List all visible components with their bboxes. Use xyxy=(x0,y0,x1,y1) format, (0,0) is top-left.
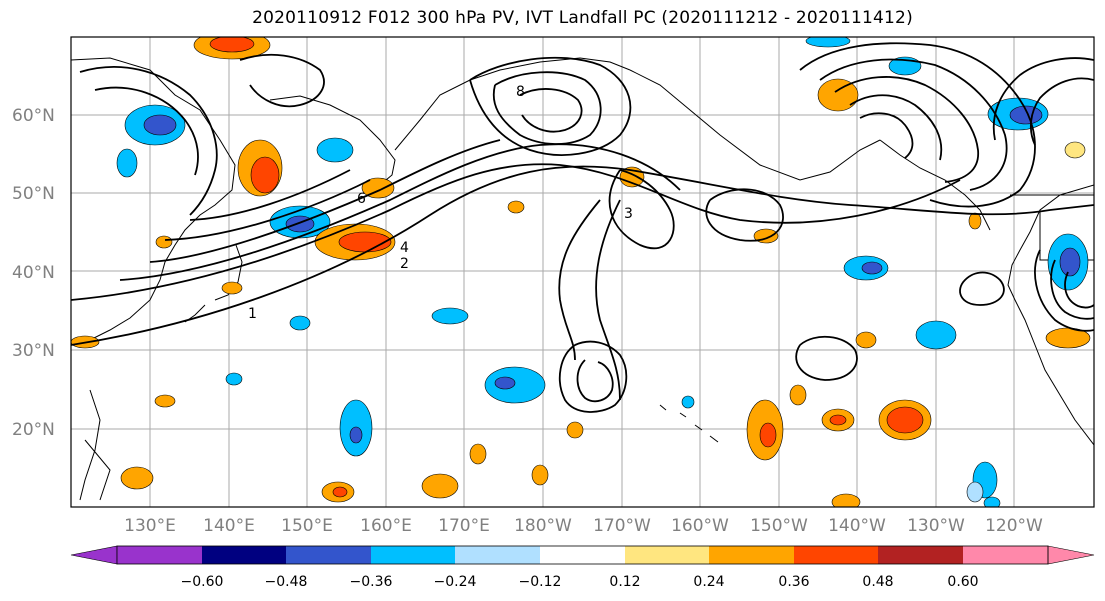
lon-label-150e: 150°E xyxy=(281,516,333,536)
colorbar-tick-neg-0.48: −0.48 xyxy=(265,574,308,590)
colorbar-tick-neg-0.12: −0.12 xyxy=(519,574,562,590)
contour-label-3: 3 xyxy=(624,206,633,222)
map-frame xyxy=(70,36,1095,508)
contour-label-2: 2 xyxy=(400,256,409,272)
longitude-labels: 130°E 140°E 150°E 160°E 170°E 180°W 170°… xyxy=(124,516,1043,536)
lat-label-20n: 20°N xyxy=(12,420,55,440)
colorbar-swatch-7 xyxy=(625,546,709,564)
lon-label-160e: 160°E xyxy=(360,516,412,536)
colorbar-tick-neg-0.36: −0.36 xyxy=(350,574,393,590)
pc-shading xyxy=(71,37,1091,507)
lon-label-180w: 180°W xyxy=(514,516,572,536)
coastlines xyxy=(71,57,1094,501)
contour-label-1: 1 xyxy=(248,306,257,322)
lon-label-170e: 170°E xyxy=(438,516,490,536)
lat-label-60n: 60°N xyxy=(12,106,55,126)
lon-label-160w: 160°W xyxy=(671,516,729,536)
colorbar-tick-0.12: 0.12 xyxy=(609,574,640,590)
colorbar-extend-low xyxy=(70,545,118,565)
latitude-labels: 60°N 50°N 40°N 30°N 20°N xyxy=(12,106,55,440)
colorbar-swatch-10 xyxy=(878,546,963,564)
lon-label-150w: 150°W xyxy=(750,516,808,536)
colorbar-tick-0.48: 0.48 xyxy=(862,574,893,590)
colorbar-outline xyxy=(116,545,1049,565)
colorbar-swatch-6 xyxy=(540,546,625,564)
pv-contours xyxy=(71,42,1094,413)
lon-label-130e: 130°E xyxy=(124,516,176,536)
lat-label-40n: 40°N xyxy=(12,263,55,283)
lon-label-130w: 130°W xyxy=(907,516,965,536)
colorbar-swatch-11 xyxy=(963,546,1048,564)
colorbar-tick-0.36: 0.36 xyxy=(778,574,809,590)
colorbar-swatch-4 xyxy=(371,546,455,564)
colorbar xyxy=(70,545,1095,565)
map-title: 2020110912 F012 300 hPa PV, IVT Landfall… xyxy=(252,8,913,28)
colorbar-tick-neg-0.60: −0.60 xyxy=(181,574,224,590)
colorbar-swatch-2 xyxy=(202,546,286,564)
contour-label-8: 8 xyxy=(516,84,525,100)
colorbar-tick-labels: −0.60 −0.48 −0.36 −0.24 −0.12 0.12 0.24 … xyxy=(181,574,979,590)
lat-label-50n: 50°N xyxy=(12,184,55,204)
colorbar-swatch-8 xyxy=(709,546,794,564)
colorbar-tick-0.60: 0.60 xyxy=(947,574,978,590)
lon-label-140w: 140°W xyxy=(828,516,886,536)
lat-label-30n: 30°N xyxy=(12,341,55,361)
colorbar-swatch-5 xyxy=(455,546,540,564)
map-background xyxy=(71,37,1094,507)
contour-value-labels: 1 2 3 4 6 8 xyxy=(248,84,633,322)
lon-label-120w: 120°W xyxy=(985,516,1043,536)
colorbar-swatch-9 xyxy=(794,546,878,564)
contour-label-6: 6 xyxy=(357,191,366,207)
graticule xyxy=(71,37,1094,507)
colorbar-tick-0.24: 0.24 xyxy=(693,574,724,590)
lon-label-140e: 140°E xyxy=(203,516,255,536)
colorbar-swatch-3 xyxy=(286,546,371,564)
colorbar-tick-neg-0.24: −0.24 xyxy=(434,574,477,590)
colorbar-swatch-1 xyxy=(117,546,202,564)
contour-label-4: 4 xyxy=(400,240,409,256)
lon-label-170w: 170°W xyxy=(593,516,651,536)
colorbar-extend-high xyxy=(1047,545,1095,565)
